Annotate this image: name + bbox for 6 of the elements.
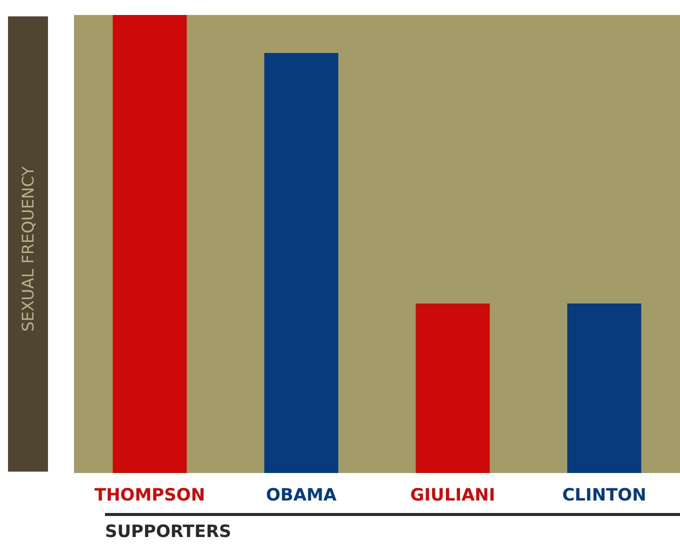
- x-tick-label: GIULIANI: [410, 486, 496, 506]
- x-tick-label: OBAMA: [266, 486, 338, 506]
- x-tick-label: CLINTON: [562, 486, 646, 506]
- y-axis-title: SEXUAL FREQUENCY: [18, 166, 38, 332]
- x-axis-title: SUPPORTERS: [105, 513, 680, 542]
- x-tick-label: THOMPSON: [94, 486, 206, 506]
